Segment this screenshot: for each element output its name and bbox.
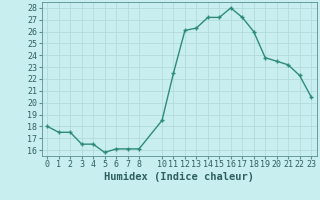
X-axis label: Humidex (Indice chaleur): Humidex (Indice chaleur) [104, 172, 254, 182]
